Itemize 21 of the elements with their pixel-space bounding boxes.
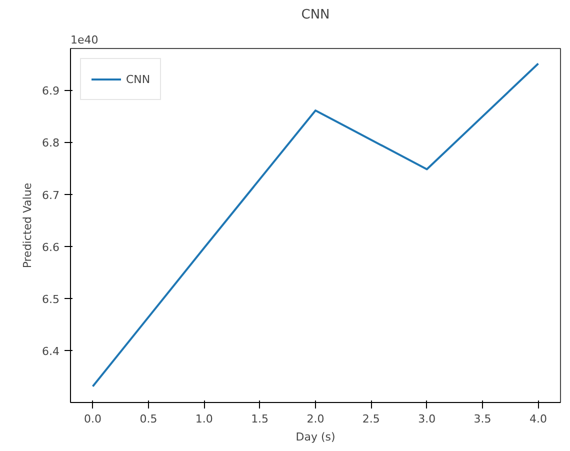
x-tick-label: 0.0 [84, 412, 102, 426]
chart-title: CNN [301, 8, 330, 22]
x-tick-label: 3.5 [474, 412, 492, 426]
x-tick-label: 0.5 [140, 412, 158, 426]
x-tick-label: 4.0 [529, 412, 547, 426]
y-tick-label: 6.5 [42, 292, 60, 306]
x-tick-label: 2.0 [306, 412, 324, 426]
y-tick-label: 6.4 [42, 344, 60, 358]
legend-label: CNN [126, 72, 150, 86]
x-tick-label: 3.0 [418, 412, 436, 426]
x-tick-label: 1.5 [251, 412, 269, 426]
x-tick-label: 2.5 [362, 412, 380, 426]
y-tick-label: 6.8 [42, 136, 60, 150]
x-axis-title: Day (s) [296, 430, 336, 444]
text: 1e40 [70, 34, 98, 46]
x-tick-label: 1.0 [195, 412, 213, 426]
line-series [92, 62, 540, 388]
y-axis-title: Predicted Value [21, 182, 34, 268]
y-tick-label: 6.9 [42, 84, 60, 98]
y-tick-label: 6.6 [42, 240, 60, 254]
y-tick-label: 6.7 [42, 188, 60, 202]
